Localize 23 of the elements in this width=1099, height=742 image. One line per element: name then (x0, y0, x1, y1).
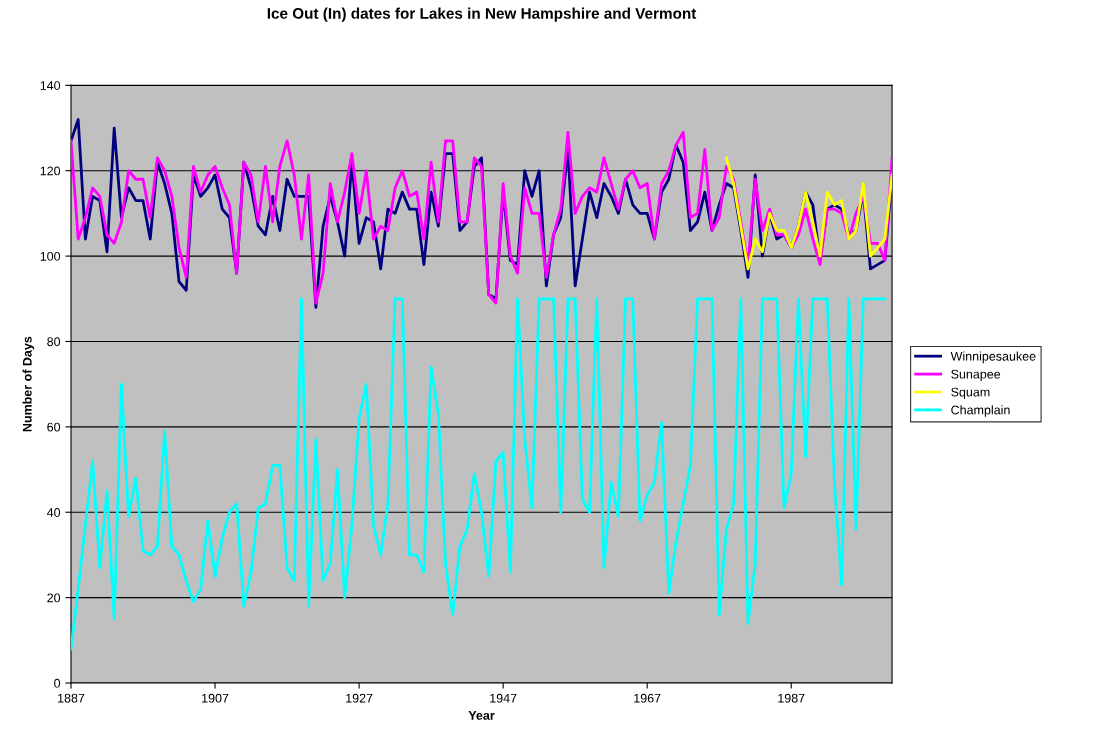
y-tick-label: 20 (47, 593, 61, 603)
y-tick-label: 100 (40, 251, 61, 261)
x-axis-title: Year (468, 711, 495, 720)
y-tick-label: 60 (47, 422, 61, 432)
legend-label: Squam (951, 387, 990, 399)
x-tick-label: 1947 (490, 693, 517, 703)
line-series (71, 297, 887, 651)
chart-title: Ice Out (In) dates for Lakes in New Hampshire and Vermont (267, 7, 697, 22)
legend-label: Champlain (951, 405, 1010, 417)
x-tick-label: 1987 (778, 693, 805, 703)
y-tick-label: 140 (40, 81, 61, 90)
y-axis-title: Number of Days (22, 336, 35, 432)
x-tick-label: 1927 (346, 693, 373, 703)
y-tick-label: 120 (40, 166, 61, 176)
line-series (725, 156, 893, 271)
legend-label: Sunapee (951, 369, 1001, 382)
y-tick-label: 40 (46, 508, 61, 517)
legend-label: Winnipesaukee (950, 351, 1036, 364)
x-tick-label: 1887 (58, 693, 85, 703)
x-tick-label: 1967 (634, 693, 661, 703)
y-tick-label: 0 (54, 678, 61, 688)
x-tick-label: 1907 (202, 693, 229, 703)
y-tick-label: 80 (47, 337, 61, 347)
